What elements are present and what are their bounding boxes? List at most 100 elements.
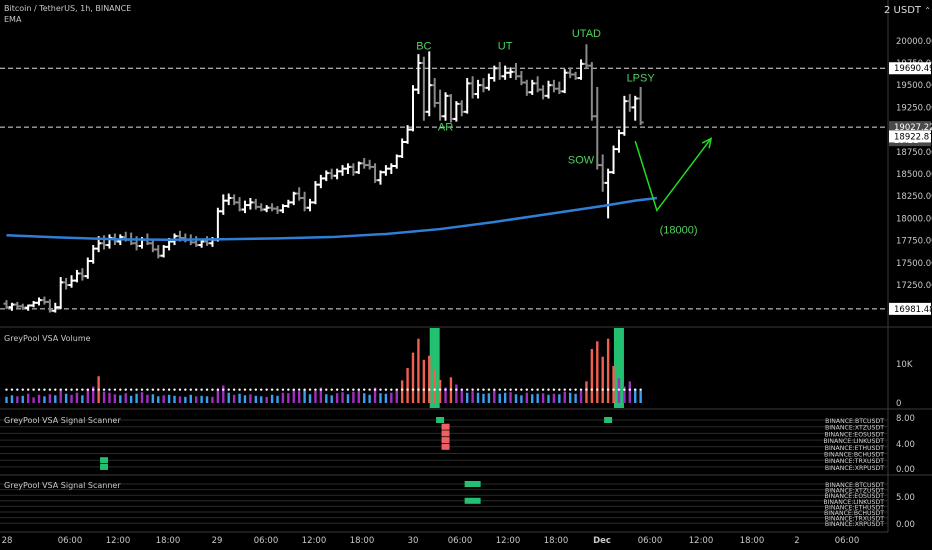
scanner1-title[interactable]: GreyPool VSA Signal Scanner (4, 416, 121, 425)
annotation-0: BC (416, 41, 431, 53)
volume-bar (406, 368, 409, 403)
volume-dot (503, 388, 507, 391)
volume-dot (59, 388, 62, 391)
volume-dot (531, 388, 534, 391)
volume-dot (563, 388, 566, 391)
volume-bar (189, 394, 192, 403)
ohlc-bar (30, 301, 37, 308)
volume-bar (167, 394, 171, 403)
ohlc-bar (73, 269, 80, 283)
ohlc-bar (355, 161, 362, 174)
price-tag-18922-bg (889, 130, 931, 143)
volume-bar (113, 394, 117, 403)
ohlc-bar (317, 174, 324, 189)
volume-bar (43, 396, 46, 403)
volume-bar (384, 393, 388, 403)
ohlc-bar (420, 56, 427, 121)
volume-bar (341, 392, 344, 403)
volume-dot (140, 388, 144, 391)
volume-dot (314, 388, 317, 391)
volume-dot (167, 388, 171, 391)
volume-bar (314, 390, 317, 403)
volume-bar (64, 393, 68, 403)
volume-bar (157, 396, 160, 403)
ohlc-bar (14, 301, 21, 309)
ohlc-bar (507, 67, 514, 79)
volume-bar (135, 393, 138, 403)
volume-dot (254, 388, 258, 391)
volume-dot (26, 388, 30, 391)
ohlc-bar (458, 100, 465, 117)
volume-bar (287, 393, 290, 403)
currency-caret-icon: ⌃ (924, 6, 931, 15)
volume-bar (195, 396, 198, 403)
vsa-volume-title[interactable]: GreyPool VSA Volume (4, 334, 91, 343)
volume-dot (601, 388, 604, 391)
volume-dot (363, 388, 366, 391)
ohlc-bar (323, 170, 330, 182)
volume-dot (102, 388, 106, 391)
volume-dot (509, 388, 512, 391)
ohlc-bar (79, 268, 86, 281)
volume-dot (373, 388, 377, 391)
ohlc-bar (204, 236, 211, 246)
volume-dot (211, 388, 214, 391)
volume-dot (634, 388, 637, 391)
volume-bar (596, 341, 599, 403)
volume-dot (482, 388, 485, 391)
volume-bar (411, 352, 415, 403)
volume-dot (16, 388, 19, 391)
ohlc-bar (285, 199, 292, 208)
volume-dot (43, 388, 46, 391)
scanner2-row-label: BINANCE:LINKUSDT (823, 499, 884, 506)
volume-bar (606, 338, 610, 403)
ohlc-bar (247, 197, 254, 210)
volume-dot (178, 388, 182, 391)
ohlc-bar (550, 79, 557, 93)
ohlc-bar (496, 62, 503, 80)
volume-bar (32, 397, 35, 403)
ohlc-bar (236, 197, 243, 212)
volume-bar (541, 393, 545, 403)
symbol-title[interactable]: Bitcoin / TetherUS, 1h, BINANCE (4, 4, 132, 13)
price-tick-label: 19500.00 (896, 81, 932, 91)
scanner1-signal (100, 457, 109, 464)
volume-bar (26, 393, 30, 403)
ohlc-bar (534, 76, 541, 93)
volume-bar (466, 392, 469, 403)
volume-dot (281, 388, 285, 391)
volume-bar (303, 389, 306, 403)
ohlc-bar (350, 163, 357, 176)
volume-bar (178, 396, 182, 403)
scanner1-tick-label: 4.00 (896, 440, 915, 450)
volume-dot (352, 388, 355, 391)
ohlc-bar (556, 81, 563, 95)
ema-indicator-label[interactable]: EMA (4, 15, 22, 24)
ohlc-bar (193, 236, 200, 247)
volume-bar (574, 393, 577, 403)
volume-dot (287, 388, 290, 391)
ohlc-bar (312, 181, 319, 205)
time-tick-label: 06:00 (58, 536, 83, 546)
volume-bar (162, 395, 165, 403)
scanner2-title[interactable]: GreyPool VSA Signal Scanner (4, 481, 121, 490)
currency-label[interactable]: 2 USDT ⌃ (884, 5, 931, 16)
price-tag-19690: 19690.49 (894, 64, 932, 74)
volume-dot (558, 388, 561, 391)
scanner1-tick-label: 8.00 (896, 414, 915, 424)
ohlc-bar (220, 194, 227, 215)
volume-dot (438, 388, 442, 391)
scanner2-row-label: BINANCE:ETHUSDT (825, 504, 884, 511)
volume-bar (243, 395, 247, 403)
volume-dot (129, 388, 133, 391)
volume-bar (70, 394, 73, 403)
volume-dot (86, 388, 90, 391)
ohlc-bar (339, 165, 346, 176)
volume-bar (222, 385, 225, 403)
ohlc-bar (263, 205, 270, 213)
volume-bar (585, 381, 588, 403)
ohlc-bar (529, 79, 536, 95)
ohlc-bar (442, 92, 449, 121)
price-tick-label: 18000.00 (896, 214, 932, 224)
